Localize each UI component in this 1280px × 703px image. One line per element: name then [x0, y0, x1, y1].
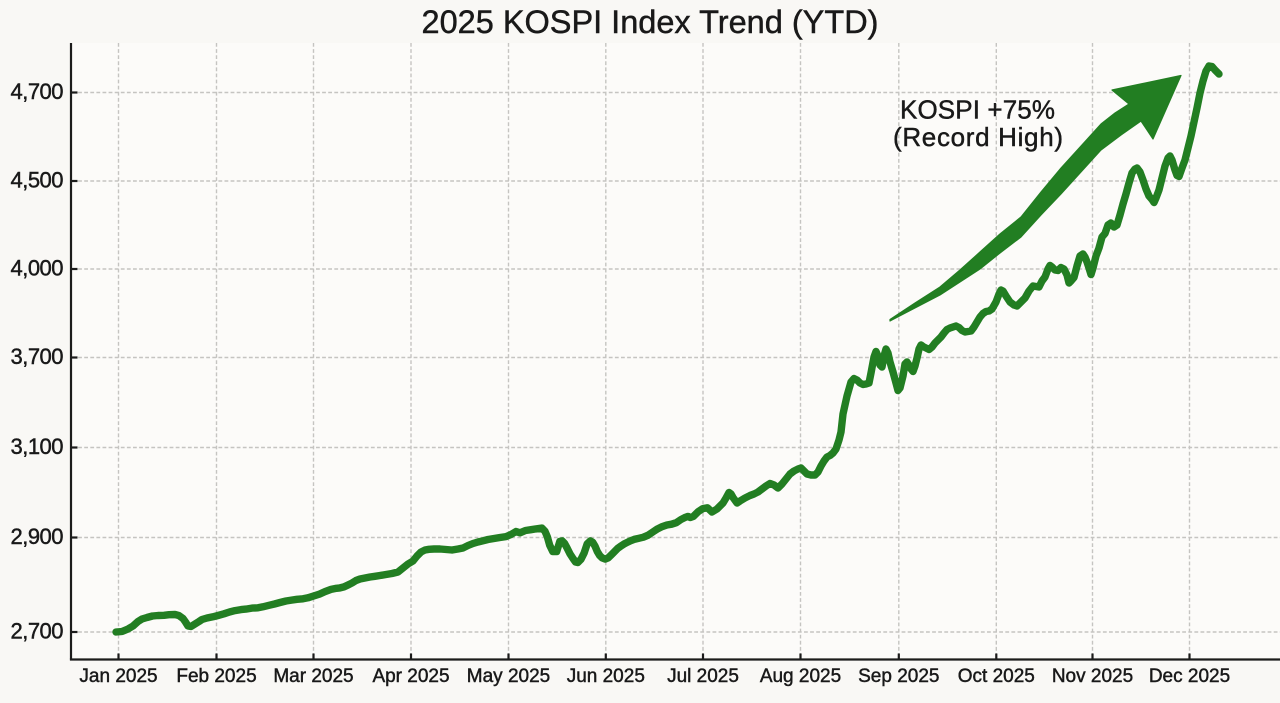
svg-text:4,700: 4,700 — [11, 79, 64, 104]
svg-text:Jan 2025: Jan 2025 — [79, 666, 157, 687]
svg-text:2,900: 2,900 — [11, 524, 64, 549]
svg-text:Feb 2025: Feb 2025 — [176, 666, 256, 687]
svg-text:Aug 2025: Aug 2025 — [760, 666, 841, 687]
svg-text:Jun 2025: Jun 2025 — [567, 666, 645, 687]
svg-text:KOSPI +75%: KOSPI +75% — [900, 95, 1055, 125]
svg-text:(Record High): (Record High) — [893, 122, 1063, 152]
svg-text:May 2025: May 2025 — [467, 666, 550, 687]
svg-text:4,500: 4,500 — [11, 167, 64, 192]
svg-text:3,100: 3,100 — [11, 434, 64, 459]
svg-text:2025 KOSPI Index Trend (YTD): 2025 KOSPI Index Trend (YTD) — [422, 4, 879, 40]
svg-text:3,700: 3,700 — [11, 344, 64, 369]
svg-text:Nov 2025: Nov 2025 — [1052, 666, 1133, 687]
svg-text:Apr 2025: Apr 2025 — [372, 666, 449, 687]
svg-text:Mar 2025: Mar 2025 — [273, 666, 353, 687]
svg-text:Sep 2025: Sep 2025 — [858, 666, 939, 687]
svg-text:2,700: 2,700 — [11, 618, 64, 643]
svg-text:4,000: 4,000 — [11, 255, 64, 280]
svg-text:Dec 2025: Dec 2025 — [1149, 666, 1230, 687]
svg-text:Jul 2025: Jul 2025 — [667, 666, 739, 687]
svg-text:Oct 2025: Oct 2025 — [958, 666, 1035, 687]
